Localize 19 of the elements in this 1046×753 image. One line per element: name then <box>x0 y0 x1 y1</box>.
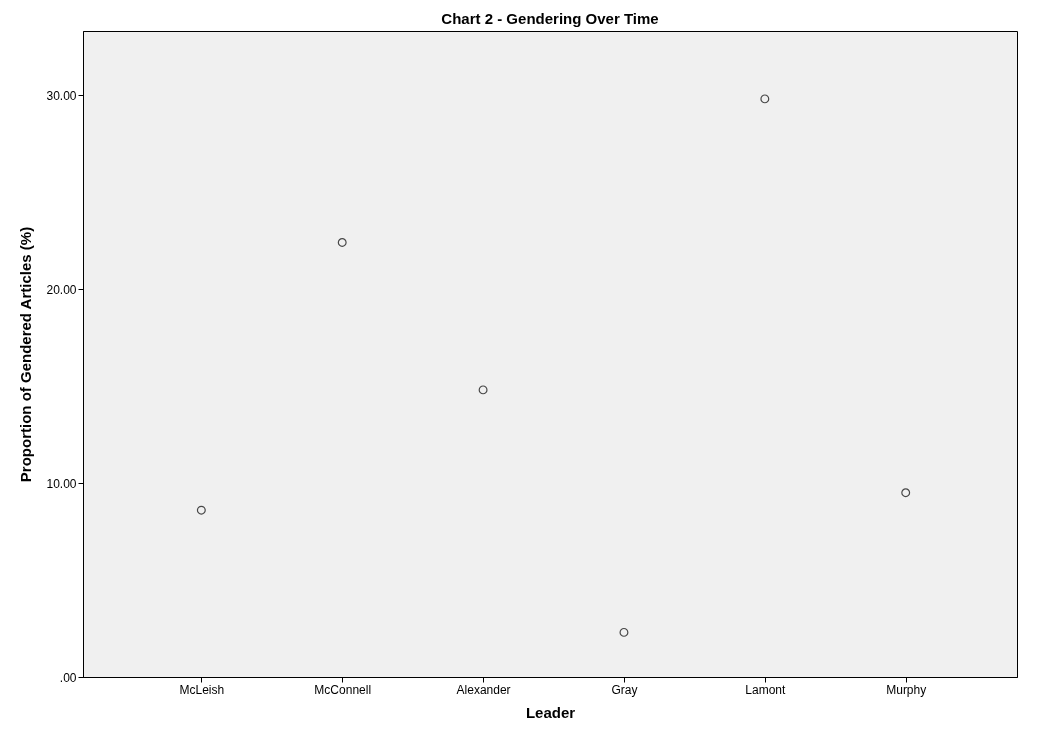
point <box>901 488 911 498</box>
x-tick-label: Murphy <box>886 682 927 697</box>
point <box>196 505 206 515</box>
point <box>760 94 770 104</box>
x-tick-label: Lamont <box>745 682 787 697</box>
y-tick-label: 20.00 <box>46 282 77 297</box>
chart-title: Chart 2 - Gendering Over Time <box>441 10 659 27</box>
y-axis-title: Proportion of Gendered Articles (%) <box>17 226 35 483</box>
x-tick-label: Gray <box>611 682 638 697</box>
x-axis-title: Leader <box>525 703 576 721</box>
x-tick-label: McLeish <box>179 682 225 697</box>
point <box>337 237 347 247</box>
point <box>478 385 488 395</box>
point <box>619 627 629 637</box>
x-tick-label: McConnell <box>314 682 372 697</box>
y-tick-label: .00 <box>59 670 77 685</box>
y-tick-label: 10.00 <box>46 476 77 491</box>
y-tick-label: 30.00 <box>46 88 77 103</box>
x-tick-label: Alexander <box>456 682 511 697</box>
